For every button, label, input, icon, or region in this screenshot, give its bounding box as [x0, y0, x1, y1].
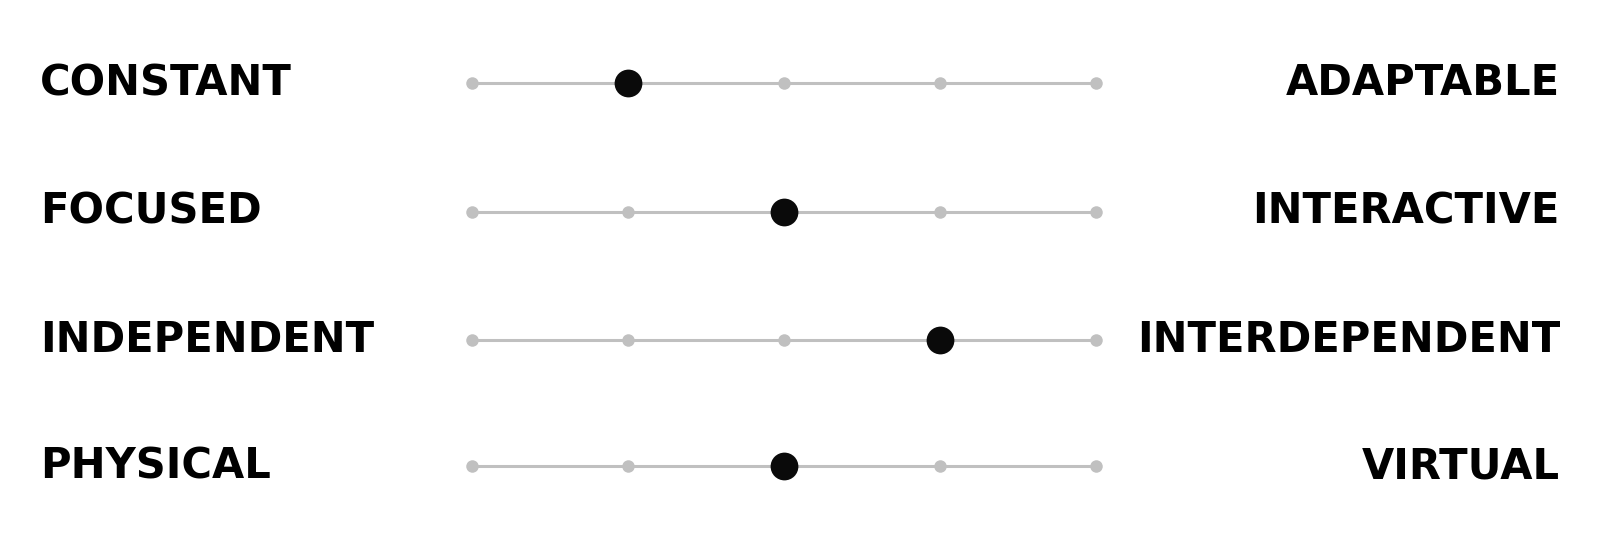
Text: CONSTANT: CONSTANT [40, 62, 291, 104]
Text: INTERDEPENDENT: INTERDEPENDENT [1136, 319, 1560, 361]
Text: PHYSICAL: PHYSICAL [40, 445, 270, 487]
Text: ADAPTABLE: ADAPTABLE [1286, 62, 1560, 104]
Text: INDEPENDENT: INDEPENDENT [40, 319, 374, 361]
Text: VIRTUAL: VIRTUAL [1362, 445, 1560, 487]
Text: FOCUSED: FOCUSED [40, 191, 262, 233]
Text: INTERACTIVE: INTERACTIVE [1253, 191, 1560, 233]
